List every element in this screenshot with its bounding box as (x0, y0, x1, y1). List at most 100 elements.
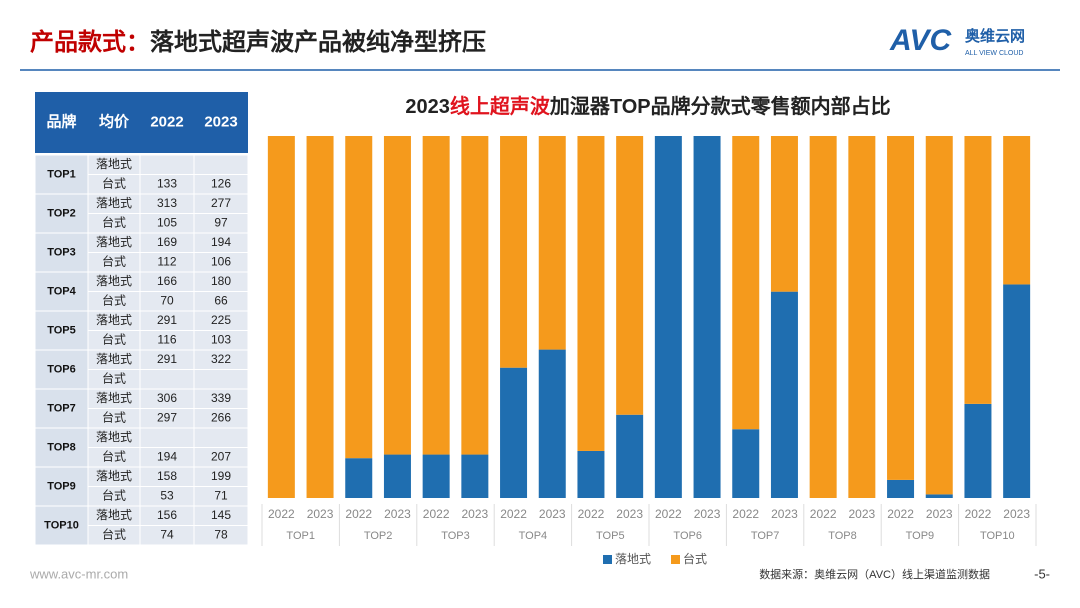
bar-segment (693, 136, 721, 498)
x-tick-label: 2023 (539, 507, 566, 521)
bar-segment (964, 403, 992, 498)
bar-segment (267, 136, 295, 498)
bar-segment (732, 429, 760, 498)
bar-segment (306, 136, 334, 498)
bar-segment (770, 136, 798, 292)
cell-text: 112 (157, 254, 176, 268)
cell-text: 306 (157, 391, 177, 405)
cell-text: 297 (157, 410, 177, 424)
cell-text: 台式 (102, 331, 126, 346)
brand-label: TOP9 (47, 480, 76, 492)
cell-text: 78 (214, 527, 228, 541)
table-cell (193, 369, 249, 390)
table-cell (193, 154, 249, 175)
cell-text: 台式 (102, 292, 126, 307)
bar-segment (770, 291, 798, 498)
bar-segment (422, 136, 450, 455)
bar-segment (616, 136, 644, 415)
x-tick-label: 2022 (268, 507, 295, 521)
cell-text: 145 (211, 508, 231, 522)
cell-text: 台式 (102, 448, 126, 463)
cell-text: 70 (160, 293, 174, 307)
brand-label: TOP1 (47, 168, 76, 180)
bar-segment (1003, 136, 1031, 285)
table-cell (139, 427, 195, 448)
x-tick-label: 2022 (655, 507, 682, 521)
group-label: TOP9 (906, 530, 935, 542)
cell-text: 台式 (102, 370, 126, 385)
bar-segment (538, 136, 566, 350)
x-tick-label: 2023 (926, 507, 953, 521)
group-label: TOP3 (441, 530, 470, 542)
cell-text: 106 (211, 254, 231, 268)
brand-label: TOP2 (47, 207, 76, 219)
cell-text: 97 (214, 215, 228, 229)
cell-text: 71 (214, 488, 228, 502)
bar-segment (345, 136, 373, 459)
brand-label: TOP6 (47, 363, 76, 375)
cell-text: 66 (214, 293, 228, 307)
group-label: TOP4 (519, 530, 548, 542)
brand-cell (34, 505, 89, 546)
brand-label: TOP3 (47, 246, 76, 258)
table-header-bg (35, 92, 248, 153)
cell-text: 74 (160, 527, 174, 541)
page-number: -5- (1034, 566, 1050, 581)
cell-text: 194 (211, 235, 231, 249)
cell-text: 339 (211, 391, 231, 405)
group-label: TOP6 (673, 530, 702, 542)
cell-text: 291 (157, 352, 177, 366)
x-tick-label: 2023 (384, 507, 411, 521)
group-label: TOP2 (364, 530, 393, 542)
slide-title: 产品款式：落地式超声波产品被纯净型挤压 (30, 28, 486, 56)
bar-segment (461, 136, 489, 455)
legend-swatch (603, 555, 612, 564)
cell-text: 199 (211, 469, 231, 483)
cell-text: 133 (157, 176, 177, 190)
x-tick-label: 2022 (732, 507, 759, 521)
title-part: 产品款式： (30, 28, 150, 56)
bar-segment (383, 454, 411, 498)
cell-text: 落地式 (96, 157, 132, 171)
bar-segment (500, 367, 528, 498)
cell-text: 台式 (102, 253, 126, 268)
bar-segment (383, 136, 411, 455)
cell-text: 103 (211, 332, 231, 346)
chart-title: 2023线上超声波加湿器TOP品牌分款式零售额内部占比 (405, 94, 890, 118)
cell-text: 落地式 (96, 274, 132, 288)
cell-text: 台式 (102, 175, 126, 190)
logo-en: ALL VIEW CLOUD (965, 50, 1023, 57)
logo-cn: 奥维云网 (965, 27, 1025, 45)
cell-text: 台式 (102, 487, 126, 502)
column-header: 均价 (99, 112, 130, 130)
cell-text: 291 (157, 313, 177, 327)
cell-text: 落地式 (96, 235, 132, 249)
x-tick-label: 2023 (848, 507, 875, 521)
column-header: 2022 (150, 113, 183, 130)
cell-text: 台式 (102, 526, 126, 541)
cell-text: 225 (211, 313, 231, 327)
cell-text: 169 (157, 235, 177, 249)
logo: AVC (889, 24, 952, 57)
cell-text: 落地式 (96, 313, 132, 327)
cell-text: 180 (211, 274, 231, 288)
column-header: 品牌 (46, 112, 76, 130)
chart-title-part: 线上超声波 (450, 94, 551, 118)
brand-cell (34, 271, 89, 312)
brand-label: TOP7 (47, 402, 76, 414)
bar-segment (345, 458, 373, 498)
cell-text: 277 (211, 196, 231, 210)
legend-label: 落地式 (615, 552, 651, 566)
bar-segment (616, 414, 644, 498)
group-label: TOP5 (596, 530, 625, 542)
legend-label: 台式 (683, 551, 707, 566)
cell-text: 194 (157, 449, 177, 463)
brand-cell (34, 466, 89, 507)
brand-label: TOP10 (44, 519, 79, 531)
brand-label: TOP5 (47, 324, 76, 336)
x-tick-label: 2022 (578, 507, 605, 521)
bar-segment (538, 349, 566, 498)
cell-text: 落地式 (96, 469, 132, 483)
group-label: TOP10 (980, 530, 1015, 542)
